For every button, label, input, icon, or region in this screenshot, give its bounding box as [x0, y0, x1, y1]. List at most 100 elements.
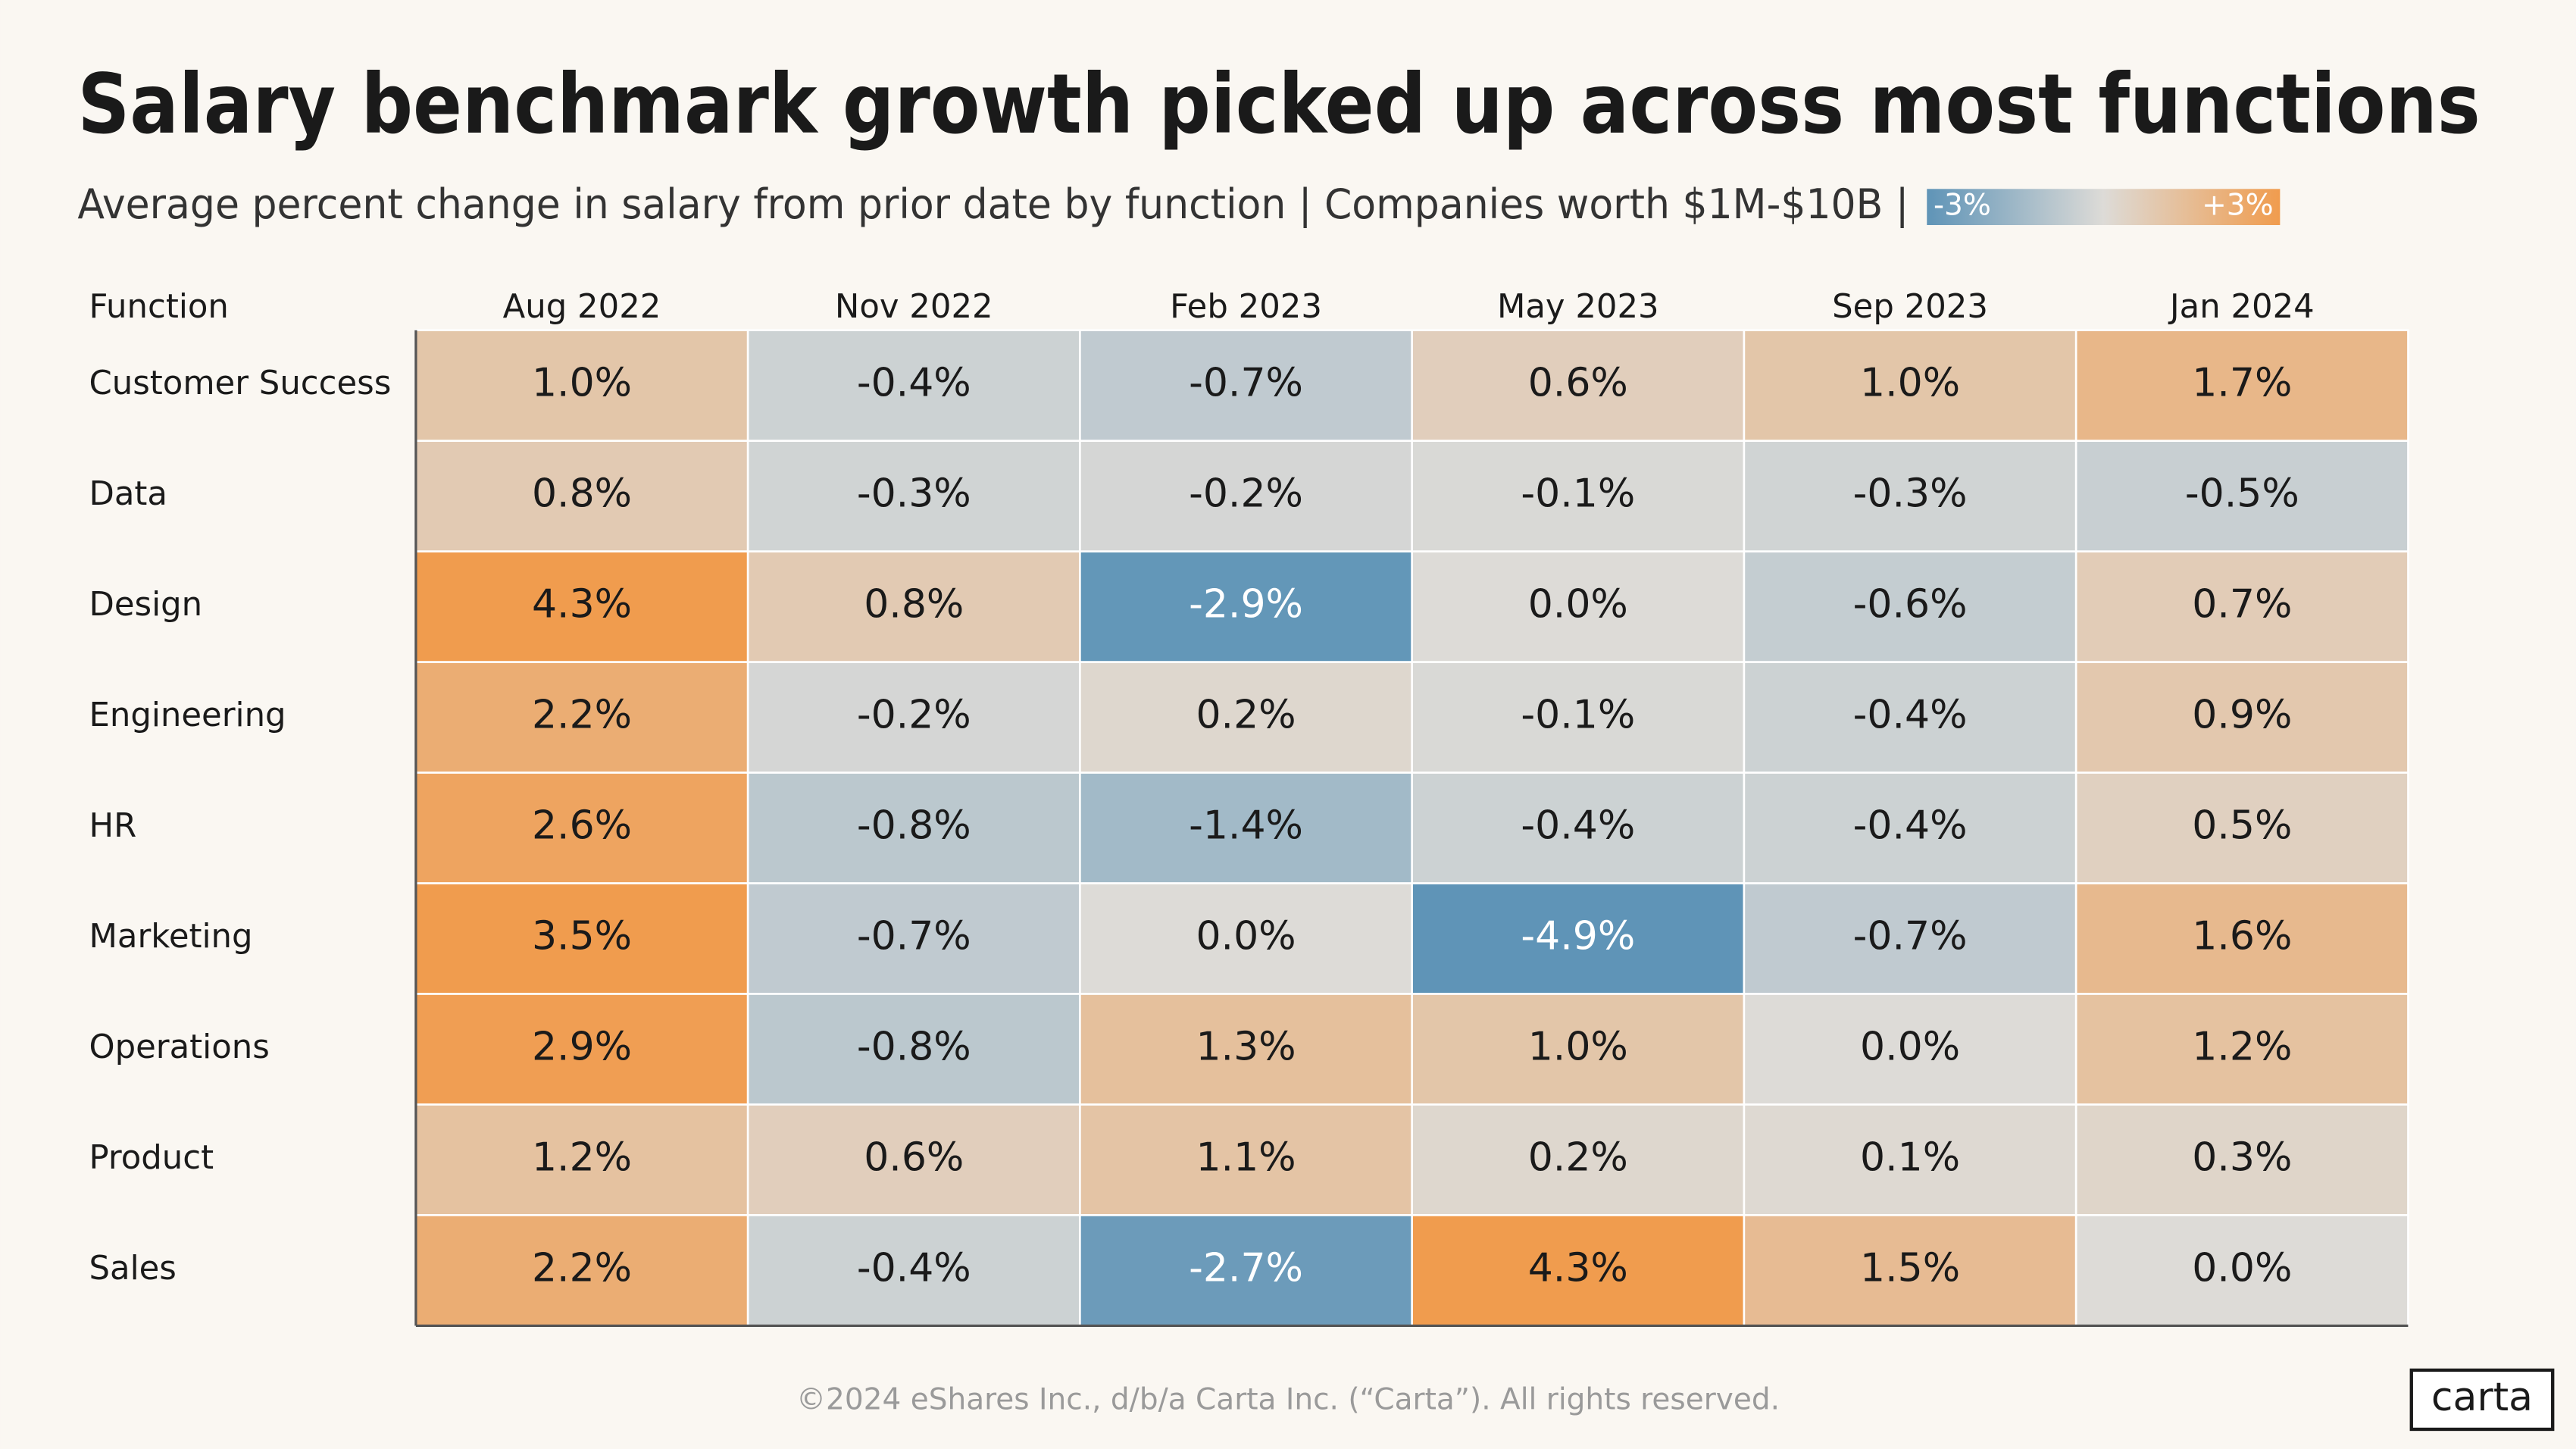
- heatmap-cell: [414, 882, 749, 995]
- column-label: Aug 2022: [503, 288, 661, 326]
- heatmap-cell: [1079, 1103, 1413, 1216]
- heatmap-cell: [2074, 661, 2409, 774]
- column-label: Feb 2023: [1170, 288, 1322, 326]
- cell-label: 0.0%: [1196, 914, 1296, 959]
- cell-label: -0.7%: [1853, 914, 1968, 959]
- cell-label: -0.5%: [2185, 471, 2299, 517]
- cell-label: 0.3%: [2192, 1134, 2292, 1180]
- row-label: Data: [89, 475, 168, 513]
- cell-label: 1.0%: [532, 361, 632, 406]
- cell-label: 0.0%: [1528, 582, 1628, 627]
- cell-label: 1.5%: [1860, 1245, 1960, 1291]
- cell-label: -0.7%: [857, 914, 971, 959]
- heatmap-cell: [1411, 661, 1746, 774]
- cell-label: 1.6%: [2192, 914, 2292, 959]
- row-label: Sales: [89, 1250, 177, 1288]
- cell-label: 0.2%: [1196, 693, 1296, 738]
- cell-label: 0.0%: [1860, 1025, 1960, 1070]
- cell-label: -0.1%: [1521, 471, 1635, 517]
- cell-label: -0.4%: [1853, 803, 1968, 849]
- cell-label: -0.6%: [1853, 582, 1968, 627]
- cell-label: 0.9%: [2192, 693, 2292, 738]
- heatmap-cell: [414, 550, 749, 663]
- heatmap-cell: [414, 661, 749, 774]
- heatmap-cell: [1411, 1103, 1746, 1216]
- cell-label: 2.9%: [532, 1025, 632, 1070]
- cell-label: -0.3%: [1853, 471, 1968, 517]
- cell-label: -2.7%: [1189, 1245, 1303, 1291]
- cell-label: 0.0%: [2192, 1245, 2292, 1291]
- footer: ©2024 eShares Inc., d/b/a Carta Inc. (“C…: [796, 1383, 1780, 1417]
- heatmap-cell: [1411, 1214, 1746, 1327]
- heatmap-cell: [2074, 440, 2409, 552]
- heatmap-cell: [1079, 993, 1413, 1106]
- cell-label: 0.1%: [1860, 1134, 1960, 1180]
- row-label: Customer Success: [89, 365, 392, 402]
- cell-label: -1.4%: [1189, 803, 1303, 849]
- cell-label: -0.7%: [1189, 361, 1303, 406]
- heatmap-cell: [2074, 1214, 2409, 1327]
- cell-label: -0.1%: [1521, 693, 1635, 738]
- heatmap-cell: [1743, 882, 2077, 995]
- cell-label: 4.3%: [532, 582, 632, 627]
- colorbar-label: +3%: [2202, 189, 2274, 223]
- heatmap-cell: [746, 550, 1081, 663]
- heatmap-cell: [746, 661, 1081, 774]
- column-label: May 2023: [1497, 288, 1659, 326]
- cell-label: 0.7%: [2192, 582, 2292, 627]
- heatmap-cell: [1079, 771, 1413, 884]
- heatmap-cell: [746, 440, 1081, 552]
- cell-label: 1.2%: [2192, 1025, 2292, 1070]
- heatmap-cell: [1079, 661, 1413, 774]
- cell-label: -0.3%: [857, 471, 971, 517]
- heatmap-cell: [2074, 771, 2409, 884]
- heatmap-cell: [746, 329, 1081, 442]
- cell-label: 0.6%: [864, 1134, 964, 1180]
- cell-label: 0.2%: [1528, 1134, 1628, 1180]
- column-label: Jan 2024: [2168, 288, 2315, 326]
- cell-label: 2.2%: [532, 693, 632, 738]
- heatmap-cell: [1743, 771, 2077, 884]
- heatmap-cell: [414, 771, 749, 884]
- cell-label: -4.9%: [1521, 914, 1635, 959]
- heatmap-cell: [1743, 550, 2077, 663]
- row-label: Product: [89, 1139, 214, 1177]
- heatmap-cell: [1743, 1103, 2077, 1216]
- cell-label: -0.4%: [1521, 803, 1635, 849]
- heatmap-cell: [1411, 440, 1746, 552]
- heatmap-cell: [414, 993, 749, 1106]
- cell-label: 1.3%: [1196, 1025, 1296, 1070]
- heatmap-cell: [1411, 771, 1746, 884]
- row-label: HR: [89, 807, 137, 845]
- cell-label: -2.9%: [1189, 582, 1303, 627]
- row-label: Marketing: [89, 918, 253, 956]
- chart-subtitle: Average percent change in salary from pr…: [77, 180, 1909, 228]
- heatmap-cell: [2074, 329, 2409, 442]
- heatmap-cell: [746, 993, 1081, 1106]
- cell-label: 0.8%: [532, 471, 632, 517]
- cell-label: -0.8%: [857, 1025, 971, 1070]
- heatmap-cell: [414, 1214, 749, 1327]
- colorbar: [1927, 189, 2281, 225]
- heatmap-cell: [1743, 661, 2077, 774]
- cell-label: 0.6%: [1528, 361, 1628, 406]
- heatmap-cell: [1411, 882, 1746, 995]
- row-label: Operations: [89, 1028, 270, 1066]
- cell-label: 1.2%: [532, 1134, 632, 1180]
- heatmap-cell: [1411, 550, 1746, 663]
- cell-label: 1.0%: [1860, 361, 1960, 406]
- heatmap-cell: [2074, 1103, 2409, 1216]
- heatmap-cell: [2074, 882, 2409, 995]
- row-label: Design: [89, 586, 203, 624]
- cell-label: 0.5%: [2192, 803, 2292, 849]
- heatmap-cell: [746, 1103, 1081, 1216]
- cell-label: 0.8%: [864, 582, 964, 627]
- cell-label: 1.0%: [1528, 1025, 1628, 1070]
- cell-label: 4.3%: [1528, 1245, 1628, 1291]
- cell-label: -0.2%: [857, 693, 971, 738]
- heatmap-cell: [1743, 329, 2077, 442]
- logo: carta: [2431, 1375, 2533, 1420]
- cell-label: -0.2%: [1189, 471, 1303, 517]
- chart-title: Salary benchmark growth picked up across…: [77, 56, 2480, 152]
- heatmap-cell: [2074, 993, 2409, 1106]
